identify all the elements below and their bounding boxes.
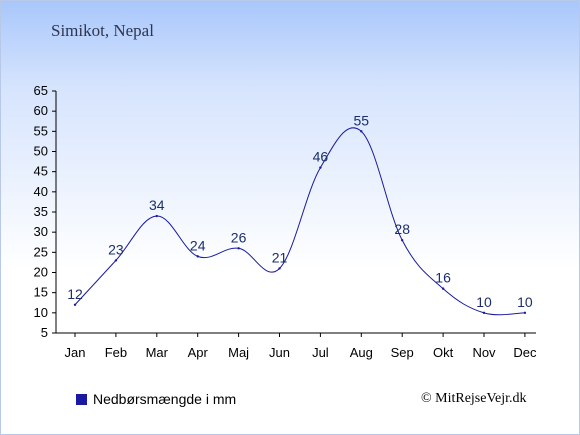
y-tick-label: 15 (34, 285, 48, 300)
data-label: 12 (67, 286, 83, 302)
data-label: 21 (272, 249, 288, 265)
data-label: 16 (435, 270, 451, 286)
x-tick-label: Nov (472, 345, 496, 360)
data-label: 23 (108, 241, 124, 257)
y-tick-label: 65 (34, 83, 48, 98)
data-point (523, 311, 527, 315)
x-tick-label: Jul (312, 345, 329, 360)
legend: Nedbørsmængde i mm (76, 391, 236, 407)
data-label: 28 (394, 221, 410, 237)
data-point (114, 259, 118, 262)
data-point (278, 267, 281, 270)
y-tick-label: 40 (34, 184, 48, 199)
legend-label: Nedbørsmængde i mm (93, 391, 237, 407)
data-point (401, 239, 404, 242)
data-point (441, 287, 445, 290)
data-point (196, 255, 199, 258)
data-label: 24 (190, 237, 206, 253)
data-point (482, 311, 486, 315)
copyright-text: © MitRejseVejr.dk (421, 391, 527, 406)
y-tick-label: 60 (34, 103, 48, 118)
y-tick-label: 55 (34, 123, 48, 138)
x-tick-label: Jun (269, 345, 290, 360)
x-tick-label: Aug (350, 345, 373, 360)
location-title: Simikot, Nepal (51, 21, 154, 40)
y-tick-label: 20 (34, 265, 48, 280)
x-tick-label: Apr (188, 345, 209, 360)
y-tick-label: 50 (34, 144, 48, 159)
x-tick-label: Sep (391, 345, 414, 360)
series-line (74, 127, 525, 316)
data-label: 26 (231, 229, 247, 245)
data-label: 10 (517, 294, 533, 310)
data-point (73, 303, 77, 306)
data-point (237, 247, 240, 250)
legend-swatch (76, 393, 87, 405)
x-tick-label: Maj (228, 345, 249, 360)
data-point (155, 214, 158, 218)
x-tick-label: Feb (105, 345, 127, 360)
x-tick-label: Dec (513, 345, 537, 360)
data-label: 46 (313, 149, 329, 165)
data-point (319, 166, 322, 169)
x-tick-label: Mar (146, 345, 169, 360)
y-tick-label: 10 (34, 305, 48, 320)
data-label: 34 (149, 197, 165, 213)
y-tick-label: 35 (34, 204, 48, 219)
x-tick-label: Jan (65, 345, 86, 360)
y-tick-label: 45 (34, 164, 48, 179)
y-tick-label: 25 (34, 244, 48, 259)
data-point (360, 130, 363, 133)
y-tick-label: 30 (34, 224, 48, 239)
data-label: 55 (354, 112, 370, 128)
x-tick-label: Okt (433, 345, 454, 360)
data-label: 10 (476, 294, 492, 310)
y-tick-label: 5 (41, 325, 48, 340)
